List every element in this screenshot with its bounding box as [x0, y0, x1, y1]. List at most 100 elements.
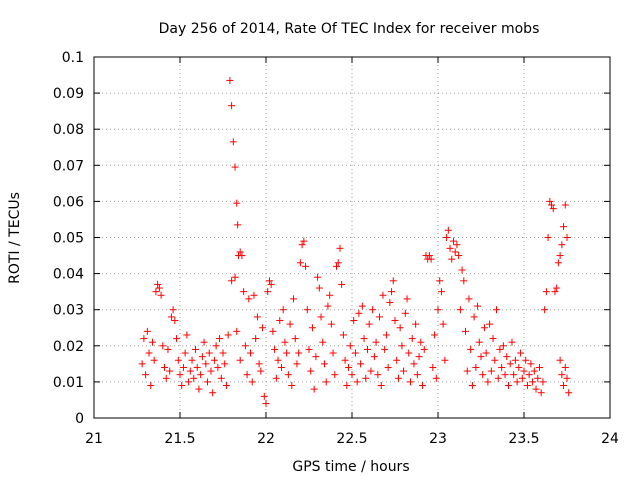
data-point — [494, 374, 502, 382]
data-point — [353, 378, 361, 386]
data-point — [449, 237, 457, 245]
data-point — [262, 400, 270, 408]
data-point — [231, 163, 239, 171]
data-point — [379, 291, 387, 299]
data-point — [257, 367, 265, 375]
data-point — [480, 324, 488, 332]
data-point — [197, 371, 205, 379]
data-point — [443, 234, 451, 241]
data-point — [358, 302, 366, 310]
data-point — [408, 335, 416, 343]
data-point — [451, 248, 459, 256]
data-point — [558, 371, 566, 379]
data-point — [324, 302, 332, 310]
data-point — [400, 367, 408, 375]
data-point — [410, 360, 418, 368]
y-tick-label: 0.04 — [53, 267, 84, 283]
data-point — [374, 371, 382, 379]
data-point — [432, 374, 440, 382]
data-point — [355, 309, 363, 317]
data-point — [339, 331, 347, 339]
data-point — [554, 259, 562, 267]
grid — [94, 57, 610, 418]
data-point — [548, 201, 556, 209]
data-point — [529, 378, 537, 386]
data-point — [367, 367, 375, 375]
data-point — [388, 288, 396, 296]
data-point — [406, 378, 414, 386]
x-tick-label: 24 — [601, 431, 619, 447]
data-point — [441, 356, 449, 364]
data-point — [453, 241, 461, 249]
x-tick-label: 21.5 — [164, 431, 195, 447]
tick-labels: 21 21.5 22 22.5 23 23.5 24 0 0.01 0.02 0.03 0.04 0.0… — [53, 50, 619, 447]
data-point — [178, 382, 186, 390]
data-point — [505, 382, 513, 390]
data-point — [265, 277, 273, 285]
data-point — [224, 331, 232, 339]
data-point — [463, 367, 471, 375]
data-point — [389, 277, 397, 285]
data-point — [556, 356, 564, 364]
data-point — [143, 327, 151, 335]
data-point — [288, 382, 296, 390]
data-point — [565, 389, 573, 397]
data-point — [269, 327, 277, 335]
data-point — [298, 241, 306, 249]
data-point — [154, 280, 162, 288]
data-point — [271, 345, 279, 353]
y-axis-label: ROTI / TECUs — [7, 192, 23, 284]
data-point — [563, 374, 571, 382]
data-point — [148, 338, 156, 346]
data-point — [284, 371, 292, 379]
data-point — [193, 363, 201, 371]
data-point — [171, 317, 179, 325]
data-point — [205, 349, 213, 357]
data-point — [465, 295, 473, 303]
data-point — [157, 291, 165, 299]
data-point — [563, 234, 571, 241]
data-point — [329, 349, 337, 357]
data-point — [279, 306, 287, 314]
data-point — [346, 342, 354, 350]
data-point — [546, 197, 554, 205]
data-point — [498, 363, 506, 371]
data-point — [167, 313, 175, 321]
data-point — [164, 345, 172, 353]
data-point — [391, 317, 399, 325]
data-point — [231, 273, 239, 281]
data-point — [236, 248, 244, 256]
data-point — [226, 76, 234, 84]
data-point — [468, 382, 476, 390]
data-point — [560, 223, 568, 231]
data-point — [530, 367, 538, 375]
data-point — [511, 356, 519, 364]
y-tick-label: 0 — [75, 411, 84, 427]
data-point — [248, 378, 256, 386]
y-tick-label: 0.05 — [53, 231, 84, 247]
data-point — [462, 327, 470, 335]
x-tick-label: 23 — [429, 431, 447, 447]
data-point — [255, 360, 263, 368]
data-point — [272, 374, 280, 382]
data-point — [174, 356, 182, 364]
data-point — [470, 313, 478, 321]
data-point — [484, 378, 492, 386]
data-point — [513, 378, 521, 386]
data-point — [217, 374, 225, 382]
data-point — [322, 378, 330, 386]
data-markers — [138, 76, 573, 408]
data-point — [245, 295, 253, 303]
data-point — [551, 288, 559, 296]
data-point — [138, 360, 146, 368]
data-point — [394, 374, 402, 382]
data-point — [396, 324, 404, 332]
data-point — [377, 382, 385, 390]
data-point — [202, 360, 210, 368]
data-point — [191, 345, 199, 353]
data-point — [222, 382, 230, 390]
data-point — [560, 382, 568, 390]
data-point — [267, 280, 275, 288]
data-point — [541, 306, 549, 314]
